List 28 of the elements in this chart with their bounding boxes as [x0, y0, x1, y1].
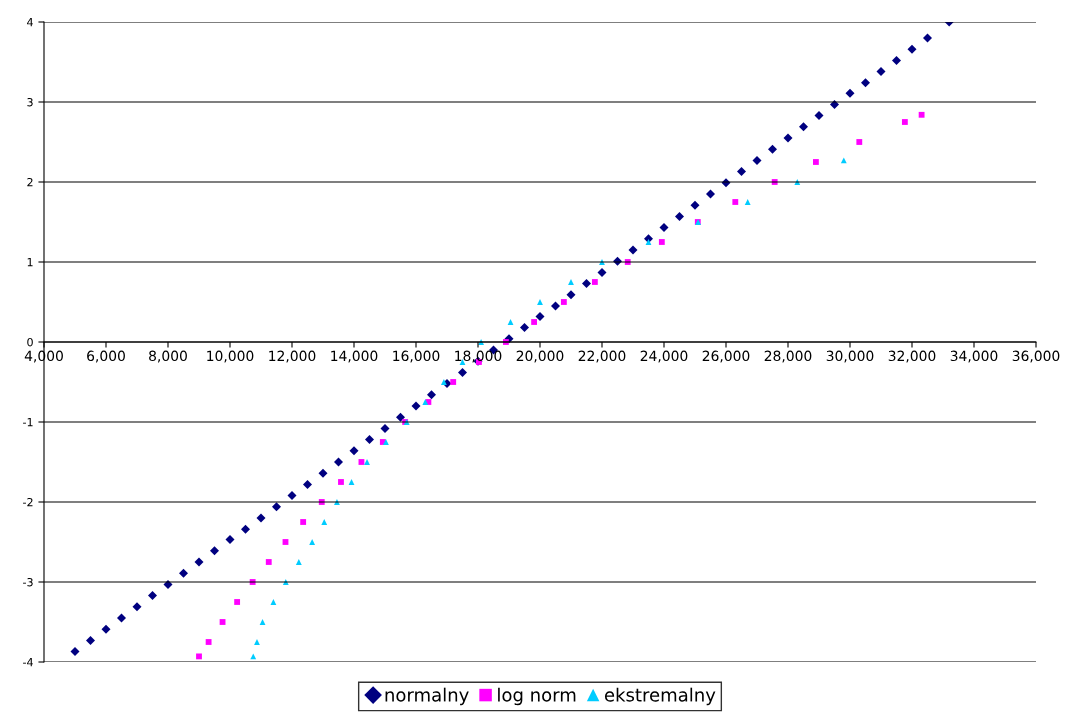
x-tick-label: 8,000	[149, 350, 187, 363]
y-tick-label: 2	[27, 177, 33, 187]
legend-label: ekstremalny	[604, 687, 716, 706]
x-tick-label: 32,000	[888, 350, 936, 363]
x-tick-label: 22,000	[578, 350, 626, 363]
x-tick-label: 26,000	[702, 350, 750, 363]
x-tick-label: 6,000	[87, 350, 125, 363]
y-tick-label: -2	[23, 497, 33, 507]
legend-label: log norm	[498, 687, 576, 706]
y-tick-label: -3	[23, 577, 33, 587]
x-tick-label: 28,000	[764, 350, 812, 363]
x-tick-label: 34,000	[950, 350, 998, 363]
y-tick-label: 1	[27, 258, 33, 267]
x-tick-label: 30,000	[826, 350, 874, 363]
x-tick-label: 10,000	[207, 350, 254, 363]
y-tick-label: 3	[27, 97, 33, 107]
x-tick-label: 36,000	[1012, 350, 1060, 363]
y-tick-label: 4	[27, 18, 33, 27]
y-tick-label: 0	[27, 337, 33, 347]
x-tick-label: 20,000	[516, 350, 564, 363]
x-tick-label: 24,000	[640, 350, 688, 363]
x-tick-label: 14,000	[331, 350, 378, 363]
x-tick-label: 16,000	[393, 350, 440, 363]
x-tick-label: 18,000	[455, 350, 502, 363]
y-tick-label: -4	[23, 658, 33, 667]
x-tick-label: 12,000	[269, 350, 316, 363]
y-tick-label: -1	[23, 418, 33, 427]
legend-label: normalny	[385, 687, 469, 706]
